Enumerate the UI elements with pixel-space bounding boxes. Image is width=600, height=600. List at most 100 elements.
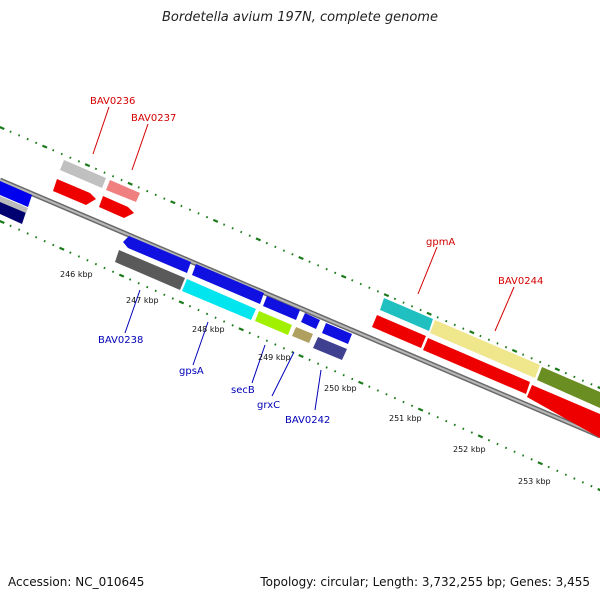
inner-scale-tick [146, 285, 149, 289]
outer-scale-tick [351, 279, 354, 282]
gene-right-red[interactable] [527, 385, 600, 438]
outer-scale-tick [539, 360, 542, 364]
inner-scale-tick [248, 331, 251, 335]
map-title: Bordetella avium 197N, complete genome [162, 10, 438, 25]
outer-scale-tick [137, 186, 140, 189]
inner-scale-tick [436, 416, 439, 419]
inner-scale-tick [69, 251, 72, 254]
gene-grxC-blue[interactable] [301, 313, 320, 329]
inner-scale-tick [163, 293, 166, 296]
label-BAV0244[interactable]: BAV0244 [498, 276, 543, 287]
inner-scale-tick [376, 389, 380, 392]
gene-BAV0238-blue[interactable] [123, 236, 191, 273]
genome-summary-text: Topology: circular; Length: 3,732,255 bp… [260, 575, 590, 589]
outer-scale-tick [188, 208, 192, 211]
tick-label-251: 251 kbp [389, 414, 422, 423]
inner-scale-tick [111, 270, 115, 274]
gene-labels: BAV0236 BAV0237 gpmA BAV0244 BAV0238 gps… [90, 96, 543, 426]
inner-scale-tick [188, 304, 192, 308]
outer-scale-tick [547, 364, 550, 367]
inner-scale-tick [573, 477, 576, 480]
inner-scale-tick [530, 458, 533, 461]
gene-BAV0242-blue[interactable] [322, 323, 352, 344]
inner-scale-tick [282, 347, 286, 350]
label-BAV0237[interactable]: BAV0237 [131, 113, 176, 124]
gene-gpsA-blue[interactable] [192, 264, 264, 304]
inner-scale-tick [274, 343, 277, 346]
outer-scale-tick [564, 371, 568, 375]
label-BAV0238[interactable]: BAV0238 [98, 335, 143, 346]
gene-BAV0242[interactable] [313, 337, 347, 360]
label-secB[interactable]: secB [231, 385, 255, 396]
outer-scale-tick [511, 348, 518, 353]
label-BAV0236[interactable]: BAV0236 [90, 96, 135, 107]
inner-scale-tick [581, 481, 585, 484]
gene-grxC[interactable] [292, 327, 313, 343]
tick-label-248: 248 kbp [192, 325, 225, 334]
gene-BAV0236-red[interactable] [53, 179, 96, 205]
gene-left-navy[interactable] [0, 201, 26, 224]
gene-secB[interactable] [255, 311, 292, 335]
outer-scale-tick [597, 385, 600, 390]
inner-scale-tick [238, 327, 244, 332]
gene-gpsA[interactable] [182, 279, 256, 320]
outer-scale-tick [581, 379, 584, 382]
label-grxC[interactable]: grxC [257, 400, 280, 411]
outer-scale-tick [163, 197, 166, 200]
label-gpmA[interactable]: gpmA [426, 237, 455, 248]
label-gpsA[interactable]: gpsA [179, 366, 204, 377]
gene-BAV0244[interactable] [430, 320, 540, 378]
inner-scale-tick [77, 255, 81, 258]
gene-olive[interactable] [537, 367, 600, 408]
outer-scale-tick [103, 171, 106, 174]
outer-scale-tick [265, 241, 269, 245]
outer-scale-tick [146, 189, 149, 193]
outer-scale-tick [197, 212, 200, 215]
gene-gpmA[interactable] [380, 298, 433, 331]
outer-scale-tick [469, 330, 475, 335]
outer-scale-tick [52, 149, 55, 152]
inner-scale-tick [427, 412, 431, 415]
inner-scale-tick [470, 431, 474, 434]
outer-scale-tick [111, 175, 115, 178]
inner-scale-tick [43, 239, 46, 243]
tick-label-249: 249 kbp [258, 353, 291, 362]
inner-scale-tick [137, 282, 140, 285]
inner-scale-tick [0, 219, 5, 225]
gene-BAV0236-plus[interactable] [60, 160, 106, 188]
outer-scale-tick [453, 323, 456, 327]
outer-scale-tick [554, 367, 561, 372]
gene-secB-blue[interactable] [263, 296, 300, 320]
outer-scale-tick [84, 163, 91, 168]
genome-backbone [0, 177, 600, 439]
inner-scale-tick [393, 396, 397, 400]
outer-scale-tick [383, 293, 390, 298]
accession-text: Accession: NC_010645 [8, 575, 145, 589]
outer-scale-tick [60, 152, 63, 156]
gene-BAV0244-red[interactable] [423, 338, 530, 394]
inner-scale-tick [351, 377, 354, 381]
label-BAV0242[interactable]: BAV0242 [285, 415, 330, 426]
tick-label-250: 250 kbp [324, 384, 357, 393]
gene-BAV0238[interactable] [115, 250, 185, 290]
inner-scale-tick [308, 358, 311, 362]
gene-gpmA-red[interactable] [372, 315, 426, 348]
outer-scale-tick [0, 125, 5, 131]
outer-scale-tick [9, 130, 12, 133]
outer-scale-tick [34, 141, 38, 145]
outer-scale-tick [426, 311, 432, 316]
outer-scale-tick [368, 286, 371, 289]
tick-label-252: 252 kbp [453, 445, 486, 454]
inner-scale-tick [513, 450, 516, 453]
outer-scale-tick [325, 267, 328, 271]
gene-BAV0237-red[interactable] [99, 196, 134, 218]
inner-scale-tick [26, 232, 29, 235]
outer-scale-tick [291, 253, 294, 256]
inner-scale-tick [537, 461, 543, 466]
outer-scale-tick [127, 181, 133, 186]
outer-scale-tick [445, 319, 448, 323]
gene-BAV0237-plus[interactable] [106, 180, 140, 202]
gene-left-blue[interactable] [0, 181, 32, 207]
outer-scale-tick [94, 167, 98, 171]
